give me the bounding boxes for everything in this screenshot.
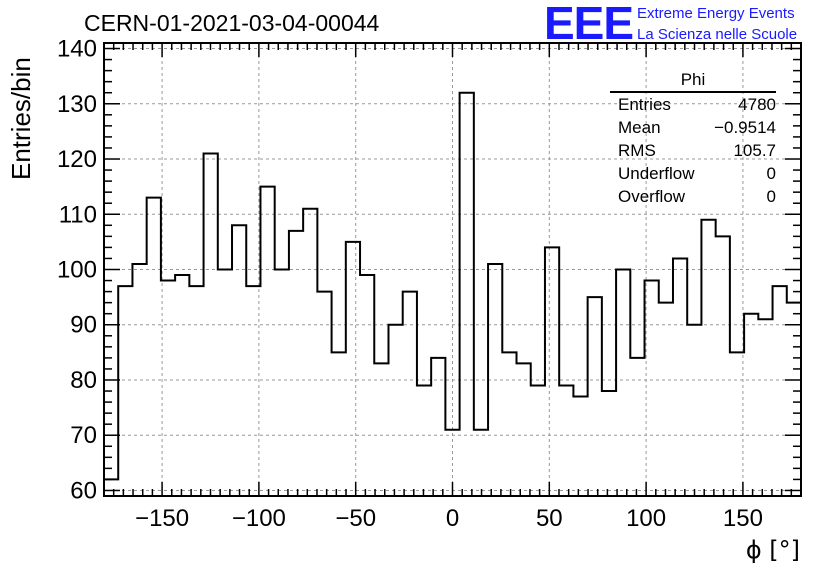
stats-label: Overflow — [618, 187, 686, 206]
histogram-bin — [374, 363, 388, 496]
histogram-bin — [218, 270, 232, 497]
logo-line1: Extreme Energy Events — [637, 5, 795, 22]
histogram-bin — [175, 275, 189, 496]
histogram-bin — [545, 247, 559, 496]
histogram-bin — [360, 275, 374, 496]
histogram-bin — [132, 264, 146, 496]
stats-label: Entries — [618, 95, 671, 114]
stats-value: 0 — [766, 187, 776, 206]
histogram-bin — [716, 236, 730, 496]
histogram-bin — [147, 198, 161, 496]
stats-value: 4780 — [738, 95, 776, 114]
histogram-bin — [104, 479, 118, 496]
histogram-bin — [474, 430, 488, 496]
histogram-bin — [630, 358, 644, 496]
histogram-bin — [602, 391, 616, 496]
histogram-bin — [275, 270, 289, 497]
histogram-bin — [573, 397, 587, 496]
histogram-series — [103, 91, 802, 497]
y-tick-labels: 60 70 80 90 100 110 120 130 140 — [57, 36, 97, 505]
histogram-bin — [773, 286, 787, 496]
y-tick-label: 110 — [59, 201, 97, 228]
x-tick-label: 150 — [723, 505, 763, 532]
histogram-bin — [787, 303, 801, 496]
histogram-bin — [232, 225, 246, 496]
stats-rows: Entries 4780 Mean −0.9514 RMS 105.7 Underflow 0… — [610, 95, 776, 210]
x-tick-label: −50 — [335, 505, 376, 532]
x-tick-label: −100 — [232, 505, 286, 532]
y-axis-label: Entries/bin — [6, 57, 36, 180]
logo-line2: La Scienza nelle Scuole — [637, 26, 798, 43]
histogram-bin — [758, 319, 772, 496]
y-tick-label: 60 — [70, 477, 97, 504]
y-tick-label: 140 — [57, 36, 97, 63]
x-tick-label: −150 — [135, 505, 189, 532]
histogram-bin — [687, 325, 701, 496]
stats-value: 105.7 — [733, 141, 776, 160]
y-tick-label: 130 — [57, 91, 97, 118]
y-tick-label: 90 — [70, 312, 97, 339]
y-tick-label: 100 — [57, 257, 97, 284]
stats-title: Phi — [610, 70, 776, 93]
histogram-bin — [303, 209, 317, 496]
histogram-bin — [161, 281, 175, 496]
histogram-bin — [730, 352, 744, 496]
histogram-bin — [388, 325, 402, 496]
histogram-bin — [744, 314, 758, 496]
histogram-bin — [502, 352, 516, 496]
y-tick-label: 80 — [70, 367, 97, 394]
histogram-bin — [431, 358, 445, 496]
histogram-bin — [332, 352, 346, 496]
stats-row: Entries 4780 — [610, 95, 776, 118]
histogram-bin — [204, 153, 218, 496]
histogram-bin — [289, 231, 303, 496]
histogram-bin — [645, 281, 659, 496]
histogram-bin — [317, 292, 331, 496]
x-tick-label: 50 — [536, 505, 563, 532]
axis-ticks — [104, 43, 801, 496]
stats-box: Phi Entries 4780 Mean −0.9514 RMS 105.7 Underf… — [610, 70, 776, 210]
y-tick-label: 70 — [70, 422, 97, 449]
histogram-bin — [559, 386, 573, 496]
histogram-bin — [189, 286, 203, 496]
histogram-bin — [260, 187, 274, 496]
histogram-bin — [346, 242, 360, 496]
x-tick-labels: −150 −100 −50 0 50 100 150 — [135, 505, 763, 532]
histogram-bin — [403, 292, 417, 496]
x-axis-label: ϕ [°] — [746, 536, 800, 564]
stats-label: RMS — [618, 141, 656, 160]
y-tick-label: 120 — [57, 146, 97, 173]
stats-row: RMS 105.7 — [610, 141, 776, 164]
stats-label: Mean — [618, 118, 661, 137]
histogram-bin — [701, 220, 715, 496]
x-tick-label: 0 — [446, 505, 459, 532]
stats-row: Mean −0.9514 — [610, 118, 776, 141]
histogram-bin — [118, 286, 132, 496]
histogram-bin — [460, 93, 474, 496]
histogram-bin — [616, 270, 630, 497]
stats-value: 0 — [766, 164, 776, 183]
x-tick-label: 100 — [626, 505, 666, 532]
logo-text: EEE — [544, 0, 634, 49]
histogram-bin — [531, 386, 545, 496]
histogram-bin — [673, 258, 687, 496]
histogram-bin — [246, 286, 260, 496]
histogram-bin — [659, 303, 673, 496]
histogram-bin — [517, 363, 531, 496]
histogram-step-line — [103, 91, 802, 496]
histogram-bin — [417, 386, 431, 496]
stats-row: Overflow 0 — [610, 187, 776, 210]
stats-label: Underflow — [618, 164, 695, 183]
chart-title: CERN-01-2021-03-04-00044 — [84, 10, 380, 36]
histogram-bin — [488, 264, 502, 496]
stats-value: −0.9514 — [714, 118, 776, 137]
histogram-bin — [588, 297, 602, 496]
stats-row: Underflow 0 — [610, 164, 776, 187]
